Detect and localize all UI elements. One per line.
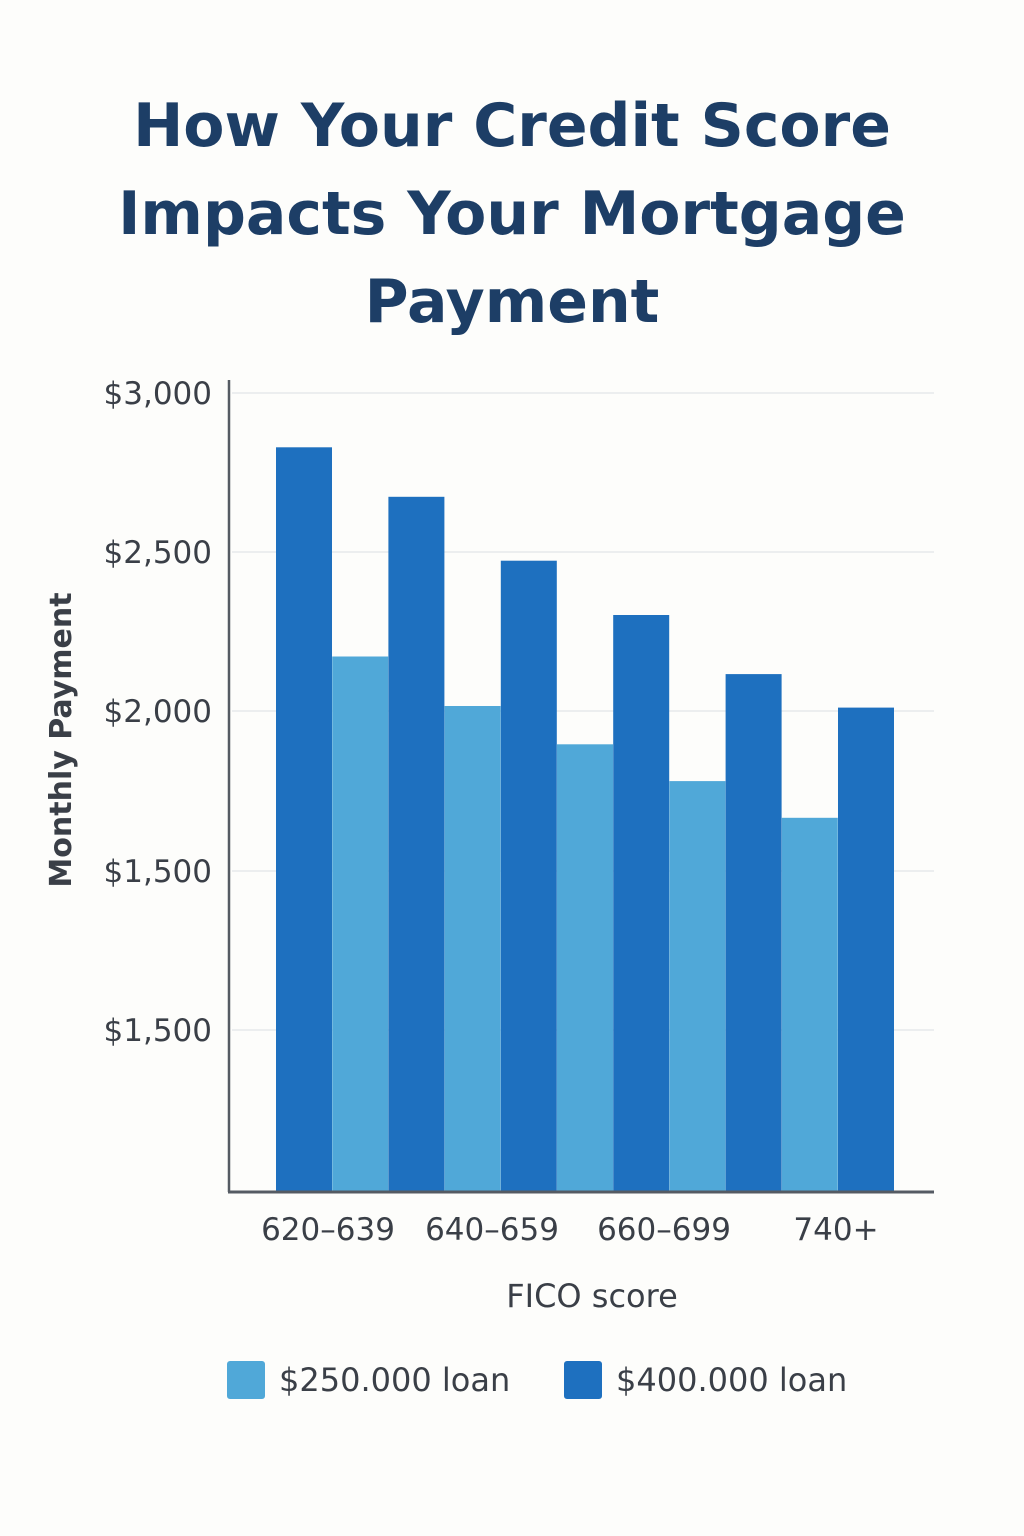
legend-swatch-250k [227,1361,265,1399]
bar-400k-loan [838,707,894,1192]
bars [276,447,894,1192]
x-tick-label: 640–659 [425,1212,559,1248]
legend-label-400k: $400.000 loan [616,1361,848,1399]
bar-250k-loan [332,656,389,1192]
y-axis-ticks: $3,000 $2,500 $2,000 $1,500 $1,500 [104,376,212,1049]
y-tick-label: $1,500 [104,854,212,890]
bar-250k-loan [781,817,838,1192]
legend-item-400k: $400.000 loan [564,1358,847,1402]
bar-400k-loan [613,615,670,1192]
legend-label-250k: $250.000 loan [279,1361,511,1399]
bar-250k-loan [669,781,726,1192]
x-tick-label: 620–639 [261,1212,395,1248]
legend-swatch-400k [564,1361,602,1399]
bar-400k-loan [725,674,782,1192]
legend-item-250k: $250.000 loan [227,1358,510,1402]
bar-400k-loan [388,496,445,1192]
legend: $250.000 loan $400.000 loan [0,1358,1024,1402]
bar-250k-loan [557,744,613,1192]
bar-400k-loan [276,447,332,1192]
x-tick-label: 660–699 [597,1212,731,1248]
y-tick-label: $3,000 [104,376,212,412]
bar-250k-loan [444,706,501,1192]
y-tick-label: $2,500 [104,535,212,571]
y-tick-label: $2,000 [104,694,212,730]
y-axis-title: Monthly Payment [44,592,79,887]
chart-title: How Your Credit Score Impacts Your Mortg… [118,91,906,337]
bar-400k-loan [500,560,557,1192]
x-axis-ticks: 620–639 640–659 660–699 740+ [261,1212,879,1248]
y-tick-label: $1,500 [104,1013,212,1049]
x-tick-label: 740+ [793,1212,878,1248]
bar-chart: $3,000 $2,500 $2,000 $1,500 $1,500 620–639 64… [44,376,934,1315]
x-axis-title: FICO score [506,1277,678,1315]
